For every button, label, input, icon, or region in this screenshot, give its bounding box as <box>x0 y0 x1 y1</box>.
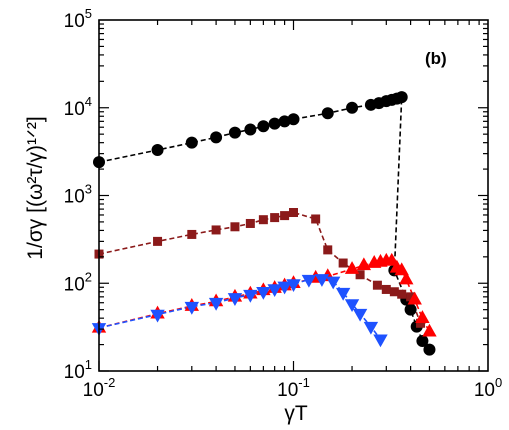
data-point-circle <box>321 107 334 120</box>
data-point-triangle-up <box>399 271 414 285</box>
data-point-triangle-up <box>344 261 360 274</box>
data-point-square <box>406 292 416 302</box>
data-point-square <box>381 284 391 294</box>
data-point-triangle-down <box>243 289 258 303</box>
data-point-circle <box>268 117 281 130</box>
data-point-square <box>211 225 221 235</box>
y-tick-label: 103 <box>64 182 92 208</box>
data-point-triangle-up <box>422 323 437 337</box>
data-point-triangle-up <box>407 291 422 305</box>
data-point-triangle-down <box>256 286 271 300</box>
x-tick-label: 100 <box>474 375 502 401</box>
y-tick-label: 105 <box>64 6 92 32</box>
data-point-square <box>280 211 290 221</box>
data-point-triangle-down <box>286 279 301 293</box>
data-point-triangle-down <box>363 321 379 335</box>
data-point-triangle-down <box>267 284 282 297</box>
data-point-circle <box>151 144 164 157</box>
y-tick-label: 101 <box>64 357 92 383</box>
x-tick-label: 10-2 <box>83 375 116 401</box>
data-point-square <box>355 270 365 280</box>
data-point-circle <box>395 91 408 104</box>
data-point-square <box>397 289 407 299</box>
data-point-triangle-down <box>335 287 351 301</box>
data-point-triangle-down <box>184 301 200 315</box>
data-point-triangle-down <box>344 299 360 313</box>
data-point-square <box>289 208 298 218</box>
data-point-square <box>372 280 382 290</box>
data-point-square <box>258 215 268 225</box>
data-point-circle <box>185 136 198 149</box>
data-point-triangle-up <box>384 252 399 266</box>
ticks-layer <box>98 20 488 372</box>
data-point-square <box>270 213 280 223</box>
data-point-triangle-down <box>352 308 368 322</box>
data-point-triangle-down <box>373 334 388 348</box>
data-point-triangle-up <box>394 262 409 276</box>
data-point-triangle-down <box>150 309 165 323</box>
y-axis-label: 1/σγ [(ω²τ/γ)¹ᐟ²] <box>24 116 47 259</box>
y-tick-label: 102 <box>64 269 92 295</box>
series-layer <box>91 91 437 356</box>
x-tick-label: 10-1 <box>277 375 310 401</box>
data-point-circle <box>416 334 429 347</box>
data-point-square <box>338 258 348 268</box>
data-point-circle <box>346 101 359 114</box>
data-point-square <box>416 318 426 328</box>
data-point-square <box>245 218 255 228</box>
data-point-circle <box>287 113 300 126</box>
data-point-square <box>389 287 399 297</box>
series-line-square <box>98 211 422 324</box>
data-point-circle <box>244 123 257 136</box>
data-point-circle <box>228 126 241 139</box>
panel-label: (b) <box>425 49 447 68</box>
data-point-triangle-down <box>314 274 330 287</box>
data-point-circle <box>210 131 223 144</box>
data-point-square <box>323 245 333 255</box>
data-point-square <box>311 214 321 224</box>
data-point-circle <box>404 303 417 316</box>
data-point-circle <box>423 343 436 356</box>
data-point-square <box>230 222 240 232</box>
data-point-triangle-up <box>356 257 372 271</box>
data-point-triangle-down <box>227 293 243 306</box>
x-axis-label: γT <box>284 402 308 425</box>
labels-layer: 10-2 10-1 100 101 102 103 104 105 <box>64 6 503 401</box>
data-point-square <box>187 229 197 239</box>
data-point-triangle-down <box>301 274 317 288</box>
data-point-triangle-down <box>208 297 224 311</box>
data-point-triangle-down <box>277 281 292 295</box>
y-tick-label: 104 <box>64 94 92 120</box>
data-point-square <box>153 236 163 246</box>
data-point-triangle-up <box>415 310 430 323</box>
data-point-circle <box>257 120 270 133</box>
data-point-triangle-down <box>326 276 341 290</box>
